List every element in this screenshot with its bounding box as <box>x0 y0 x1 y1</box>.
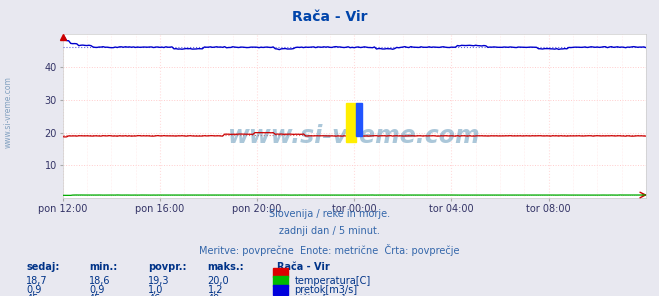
Text: temperatura[C]: temperatura[C] <box>295 276 371 286</box>
Text: Slovenija / reke in morje.: Slovenija / reke in morje. <box>269 209 390 219</box>
Text: Rača - Vir: Rača - Vir <box>292 10 367 24</box>
Text: www.si-vreme.com: www.si-vreme.com <box>228 124 480 148</box>
Text: 0,9: 0,9 <box>89 285 104 295</box>
Text: 45: 45 <box>89 294 101 296</box>
Text: višina[cm]: višina[cm] <box>295 294 346 296</box>
Text: povpr.:: povpr.: <box>148 262 186 272</box>
Text: 45: 45 <box>26 294 39 296</box>
Text: 20,0: 20,0 <box>208 276 229 286</box>
Text: 1,2: 1,2 <box>208 285 223 295</box>
Text: 18,7: 18,7 <box>26 276 48 286</box>
Text: www.si-vreme.com: www.si-vreme.com <box>3 77 13 148</box>
Text: 1,0: 1,0 <box>148 285 163 295</box>
Text: Rača - Vir: Rača - Vir <box>277 262 330 272</box>
Text: sedaj:: sedaj: <box>26 262 60 272</box>
Text: Meritve: povprečne  Enote: metrične  Črta: povprečje: Meritve: povprečne Enote: metrične Črta:… <box>199 244 460 256</box>
Text: zadnji dan / 5 minut.: zadnji dan / 5 minut. <box>279 226 380 237</box>
Text: 19,3: 19,3 <box>148 276 170 286</box>
Text: 18,6: 18,6 <box>89 276 111 286</box>
Text: pretok[m3/s]: pretok[m3/s] <box>295 285 358 295</box>
Text: min.:: min.: <box>89 262 117 272</box>
Bar <box>357 103 362 136</box>
Bar <box>346 103 357 142</box>
Text: maks.:: maks.: <box>208 262 244 272</box>
Text: 49: 49 <box>208 294 220 296</box>
Text: 0,9: 0,9 <box>26 285 42 295</box>
Text: 46: 46 <box>148 294 161 296</box>
